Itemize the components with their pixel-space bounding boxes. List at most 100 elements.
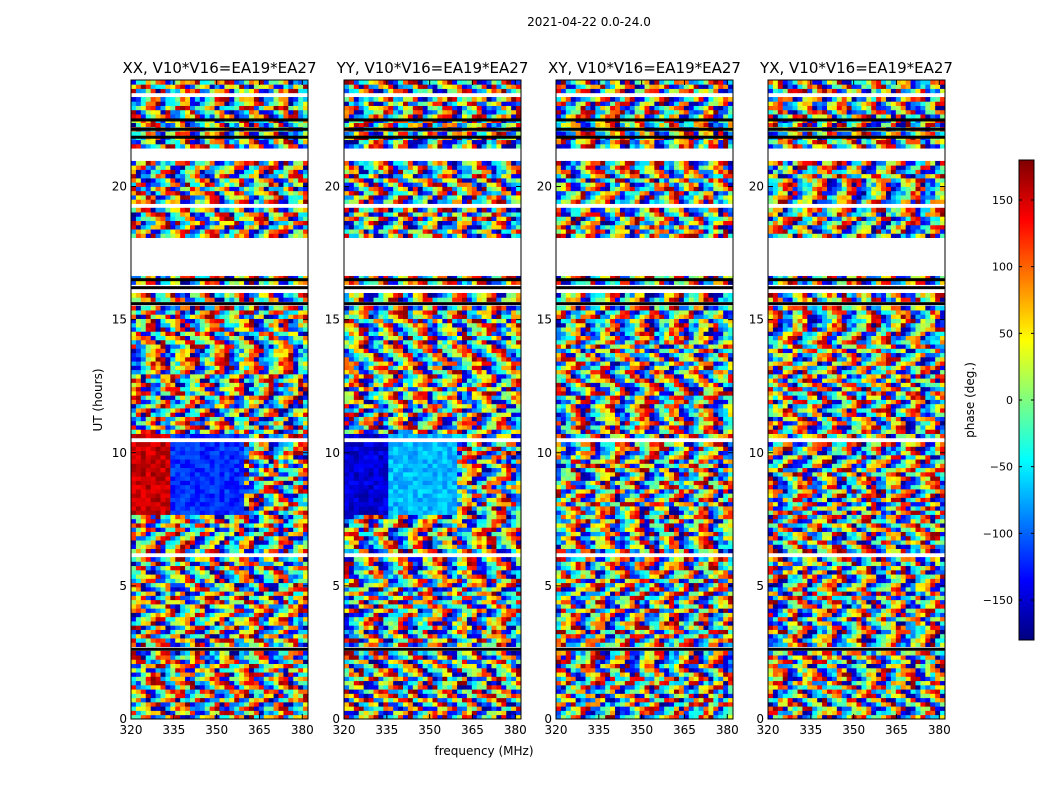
heatmap-cell	[283, 506, 289, 511]
heatmap-cell	[219, 506, 225, 511]
heatmap-cell	[204, 169, 211, 175]
heatmap-cell	[209, 599, 215, 605]
heatmap-cell	[165, 531, 171, 537]
heatmap-cell	[214, 608, 220, 613]
heatmap-cell	[244, 459, 250, 464]
heatmap-cell	[268, 591, 274, 596]
heatmap-cell	[268, 233, 274, 239]
heatmap-cell	[457, 693, 463, 699]
heatmap-cell	[135, 578, 142, 584]
heatmap-cell	[180, 220, 186, 226]
heatmap-cell	[278, 574, 284, 579]
heatmap-cell	[258, 220, 265, 226]
panel-title: XX, V10*V16=EA19*EA27	[122, 59, 316, 77]
heatmap-cell	[219, 314, 225, 319]
heatmap-cell	[278, 701, 284, 707]
heatmap-cell	[239, 557, 245, 562]
heatmap-cell	[432, 684, 438, 690]
heatmap-cell	[378, 684, 384, 690]
heatmap-cell	[268, 672, 274, 677]
heatmap-cell	[170, 493, 176, 498]
heatmap-cell	[160, 365, 166, 371]
heatmap-cell	[199, 578, 206, 584]
heatmap-cell	[185, 471, 191, 477]
heatmap-cell	[303, 663, 309, 669]
heatmap-cell	[131, 399, 137, 405]
heatmap-cell	[204, 139, 211, 145]
heatmap-cell	[180, 344, 186, 349]
heatmap-cell	[190, 480, 196, 486]
heatmap-cell	[278, 356, 284, 362]
heatmap-cell	[239, 305, 245, 311]
heatmap-cell	[496, 701, 502, 707]
heatmap-cell	[160, 139, 166, 145]
heatmap-cell	[229, 493, 235, 498]
heatmap-cell	[209, 655, 215, 660]
heatmap-cell	[273, 518, 279, 524]
heatmap-cell	[249, 506, 255, 511]
heatmap-cell	[471, 701, 478, 707]
heatmap-cell	[214, 297, 220, 302]
heatmap-cell	[204, 109, 211, 115]
heatmap-cell	[209, 88, 215, 94]
heatmap-cell	[273, 433, 279, 439]
heatmap-cell	[145, 544, 152, 549]
heatmap-cell	[263, 454, 270, 460]
heatmap-cell	[403, 710, 409, 716]
heatmap-cell	[160, 122, 166, 128]
heatmap-cell	[224, 676, 230, 682]
heatmap-cell	[278, 310, 284, 315]
heatmap-cell	[283, 693, 289, 699]
heatmap-cell	[244, 663, 250, 669]
heatmap-cell	[170, 109, 176, 115]
heatmap-cell	[258, 399, 265, 405]
heatmap-cell	[199, 369, 206, 375]
heatmap-cell	[234, 629, 240, 635]
heatmap-cell	[190, 523, 196, 528]
heatmap-cell	[263, 80, 270, 85]
heatmap-cell	[303, 446, 309, 452]
flag-boundary-line	[131, 302, 308, 306]
heatmap-cell	[140, 207, 147, 213]
heatmap-cell	[204, 476, 211, 481]
heatmap-cell	[204, 463, 211, 469]
heatmap-cell	[194, 365, 201, 371]
heatmap-cell	[298, 603, 304, 609]
heatmap-cell	[249, 561, 255, 567]
heatmap-cell	[170, 365, 176, 371]
heatmap-cell	[288, 574, 294, 579]
heatmap-cell	[239, 454, 245, 460]
heatmap-cell	[194, 527, 201, 532]
heatmap-cell	[160, 378, 166, 383]
heatmap-cell	[170, 122, 176, 128]
heatmap-cell	[219, 173, 225, 179]
heatmap-cell	[150, 395, 156, 400]
heatmap-cell	[263, 433, 270, 439]
heatmap-cell	[209, 595, 215, 601]
heatmap-cell	[165, 420, 171, 426]
heatmap-cell	[214, 672, 220, 677]
heatmap-cell	[278, 633, 284, 639]
heatmap-cell	[165, 569, 171, 575]
heatmap-cell	[229, 386, 235, 392]
heatmap-cell	[224, 399, 230, 405]
heatmap-cell	[145, 595, 152, 601]
heatmap-cell	[303, 582, 309, 588]
heatmap-cell	[155, 621, 161, 626]
heatmap-cell	[273, 207, 279, 213]
heatmap-cell	[273, 442, 279, 447]
heatmap-cell	[298, 471, 304, 477]
heatmap-cell	[353, 710, 360, 716]
heatmap-cell	[194, 344, 201, 349]
heatmap-cell	[214, 378, 220, 383]
heatmap-cell	[150, 293, 156, 298]
heatmap-cell	[140, 548, 147, 554]
heatmap-cell	[194, 578, 201, 584]
heatmap-cell	[199, 693, 206, 699]
heatmap-cell	[180, 361, 186, 366]
heatmap-cell	[273, 506, 279, 511]
heatmap-cell	[403, 693, 409, 699]
heatmap-cell	[229, 207, 235, 213]
heatmap-cell	[145, 365, 152, 371]
heatmap-cell	[253, 625, 260, 630]
